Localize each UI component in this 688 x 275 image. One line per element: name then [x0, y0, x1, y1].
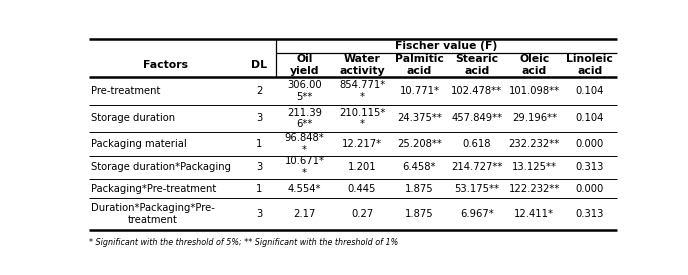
- Text: Factors: Factors: [143, 60, 188, 70]
- Text: 6.967*: 6.967*: [460, 209, 494, 219]
- Text: 3: 3: [256, 162, 262, 172]
- Text: Fischer value (F): Fischer value (F): [395, 41, 497, 51]
- Text: 1: 1: [256, 139, 262, 149]
- Text: 13.125**: 13.125**: [512, 162, 557, 172]
- Text: 3: 3: [256, 209, 262, 219]
- Text: 0.313: 0.313: [576, 209, 604, 219]
- Text: 12.411*: 12.411*: [515, 209, 555, 219]
- Text: 122.232**: 122.232**: [508, 184, 560, 194]
- Text: 10.771*: 10.771*: [400, 86, 440, 96]
- Text: 6.458*: 6.458*: [402, 162, 436, 172]
- Text: 53.175**: 53.175**: [454, 184, 499, 194]
- Text: DL: DL: [251, 60, 267, 70]
- Text: 101.098**: 101.098**: [508, 86, 560, 96]
- Text: Packaging material: Packaging material: [91, 139, 186, 149]
- Text: 2: 2: [256, 86, 262, 96]
- Text: Packaging*Pre-treatment: Packaging*Pre-treatment: [91, 184, 216, 194]
- Text: 0.000: 0.000: [576, 184, 604, 194]
- Text: 210.115*
*: 210.115* *: [339, 108, 385, 129]
- Text: Palmitic
acid: Palmitic acid: [395, 54, 444, 76]
- Text: 1.875: 1.875: [405, 184, 434, 194]
- Text: Water
activity: Water activity: [339, 54, 385, 76]
- Text: Oleic
acid: Oleic acid: [519, 54, 550, 76]
- Text: * Significant with the threshold of 5%; ** Significant with the threshold of 1%: * Significant with the threshold of 5%; …: [89, 238, 398, 248]
- Text: Oil
yield: Oil yield: [290, 54, 319, 76]
- Text: 211.39
6**: 211.39 6**: [287, 108, 322, 129]
- Text: 0.27: 0.27: [351, 209, 373, 219]
- Text: 12.217*: 12.217*: [342, 139, 382, 149]
- Text: 25.208**: 25.208**: [397, 139, 442, 149]
- Text: 0.445: 0.445: [348, 184, 376, 194]
- Text: Duration*Packaging*Pre-
treatment: Duration*Packaging*Pre- treatment: [91, 203, 215, 225]
- Text: 1.201: 1.201: [347, 162, 376, 172]
- Text: 0.104: 0.104: [576, 86, 604, 96]
- Text: 232.232**: 232.232**: [508, 139, 560, 149]
- Text: 1.875: 1.875: [405, 209, 434, 219]
- Text: 0.104: 0.104: [576, 113, 604, 123]
- Text: 457.849**: 457.849**: [451, 113, 502, 123]
- Text: 306.00
5**: 306.00 5**: [288, 80, 322, 102]
- Text: 1: 1: [256, 184, 262, 194]
- Text: 24.375**: 24.375**: [397, 113, 442, 123]
- Text: 10.671*
*: 10.671* *: [285, 156, 325, 178]
- Text: 102.478**: 102.478**: [451, 86, 502, 96]
- Text: Pre-treatment: Pre-treatment: [91, 86, 160, 96]
- Text: Stearic
acid: Stearic acid: [455, 54, 499, 76]
- Text: Linoleic
acid: Linoleic acid: [566, 54, 613, 76]
- Text: 4.554*: 4.554*: [288, 184, 321, 194]
- Text: 29.196**: 29.196**: [512, 113, 557, 123]
- Text: 0.313: 0.313: [576, 162, 604, 172]
- Text: Storage duration*Packaging: Storage duration*Packaging: [91, 162, 230, 172]
- Text: 214.727**: 214.727**: [451, 162, 503, 172]
- Text: 96.848*
*: 96.848* *: [285, 133, 325, 155]
- Text: Storage duration: Storage duration: [91, 113, 175, 123]
- Text: 3: 3: [256, 113, 262, 123]
- Text: 0.618: 0.618: [462, 139, 491, 149]
- Text: 854.771*
*: 854.771* *: [339, 80, 385, 102]
- Text: 0.000: 0.000: [576, 139, 604, 149]
- Text: 2.17: 2.17: [294, 209, 316, 219]
